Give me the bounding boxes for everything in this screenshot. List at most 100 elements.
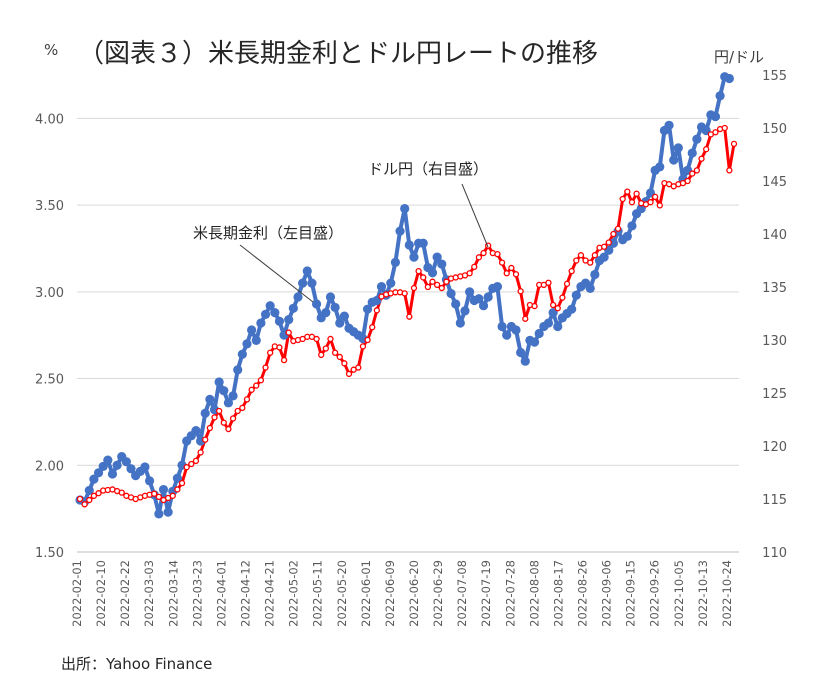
right-tick-label: 140 — [762, 228, 787, 243]
rate-data-point — [404, 240, 414, 250]
rate-data-point — [251, 335, 261, 345]
fx-data-point — [373, 307, 381, 314]
fx-data-point — [90, 492, 98, 499]
fx-data-point — [401, 290, 408, 297]
x-tick-label: 2022-10-13 — [696, 560, 710, 627]
rate-data-point — [293, 292, 303, 302]
fx-data-point — [568, 267, 575, 275]
x-tick-label: 2022-10-05 — [672, 560, 686, 627]
rate-data-point — [687, 148, 697, 158]
fx-data-point — [730, 140, 738, 148]
x-tick-label: 2022-05-20 — [335, 560, 349, 627]
fx-data-point — [359, 343, 367, 350]
fx-data-point — [234, 407, 241, 415]
rate-data-point — [121, 457, 131, 467]
left-axis-ticks: 1.50 2.00 2.50 3.00 3.50 4.00 — [35, 112, 64, 561]
rate-data-point — [502, 330, 512, 340]
rate-data-point — [390, 257, 401, 267]
fx-data-point — [693, 167, 701, 174]
fx-data-point — [633, 190, 640, 197]
fx-data-point — [313, 335, 320, 343]
left-tick-label: 1.50 — [35, 546, 64, 561]
fx-data-point — [471, 263, 478, 271]
x-axis-ticks: 2022-02-01 2022-02-10 2022-02-22 2022-03-03… — [70, 560, 734, 627]
left-tick-label: 3.50 — [35, 199, 64, 214]
fx-data-point — [76, 495, 84, 503]
rate-data-point — [437, 259, 447, 269]
right-tick-label: 150 — [762, 122, 787, 137]
rate-data-point — [84, 485, 94, 496]
rate-data-point — [529, 337, 540, 347]
rate-data-point — [432, 252, 442, 262]
fx-data-point — [647, 199, 654, 206]
fx-data-point — [424, 283, 432, 291]
fx-data-point — [494, 250, 501, 258]
fx-data-point — [466, 270, 473, 277]
left-tick-label: 4.00 — [35, 112, 64, 127]
rate-data-point — [497, 321, 507, 332]
chart-title: （図表３）米長期金利とドル円レートの推移 — [78, 39, 598, 69]
fx-data-point — [369, 324, 376, 331]
rate-data-point — [233, 365, 243, 375]
fx-data-point — [591, 252, 599, 259]
fx-data-point — [656, 202, 663, 209]
fx-data-point — [410, 284, 418, 292]
rate-data-point — [386, 278, 396, 288]
rate-data-point — [154, 509, 164, 519]
rate-data-point — [427, 268, 438, 278]
rate-data-point — [622, 231, 632, 241]
fx-data-point — [155, 493, 163, 501]
rate-data-point — [325, 292, 336, 302]
rate-data-point — [200, 408, 210, 418]
fx-data-point — [229, 415, 237, 422]
fx-data-point — [438, 284, 445, 292]
fx-data-point — [545, 279, 552, 286]
rate-data-point — [219, 386, 229, 396]
rate-data-point — [692, 134, 702, 144]
rate-data-point — [298, 278, 308, 288]
right-tick-label: 130 — [762, 334, 787, 349]
x-tick-label: 2022-02-22 — [118, 560, 132, 627]
fx-data-point — [503, 270, 510, 277]
fx-data-point — [651, 193, 659, 201]
fx-data-point — [429, 278, 436, 285]
x-tick-label: 2022-06-09 — [383, 560, 397, 627]
rate-data-point — [543, 318, 554, 328]
x-tick-label: 2022-03-23 — [190, 560, 204, 627]
fx-data-point — [253, 382, 260, 389]
rate-data-point — [465, 287, 475, 297]
fx-data-point — [239, 404, 246, 411]
rate-data-point — [223, 398, 234, 408]
x-tick-label: 2022-03-14 — [166, 560, 180, 627]
fx-data-point — [225, 425, 232, 433]
fx-data-point — [192, 457, 200, 464]
fx-data-point — [257, 377, 265, 384]
fx-annotation-leader — [461, 183, 489, 248]
fx-data-point — [721, 124, 728, 132]
rate-data-point — [673, 143, 683, 153]
rate-data-point — [270, 308, 280, 318]
fx-data-point — [341, 360, 348, 367]
left-tick-label: 3.00 — [35, 286, 64, 301]
fx-data-point — [443, 278, 450, 285]
rate-data-point — [483, 292, 493, 302]
rate-data-point — [98, 461, 108, 472]
rate-data-point — [103, 455, 113, 465]
right-tick-label: 120 — [762, 440, 787, 455]
fx-data-point — [480, 249, 487, 257]
rate-data-point — [664, 120, 674, 130]
fx-data-point — [86, 496, 93, 504]
fx-data-point — [475, 254, 483, 261]
rate-data-point — [724, 73, 734, 84]
fx-data-point — [684, 177, 691, 185]
rate-data-point — [112, 460, 122, 470]
fx-data-point — [406, 313, 413, 320]
x-tick-label: 2022-02-01 — [70, 560, 84, 627]
fx-data-point — [698, 155, 705, 162]
fx-data-point — [415, 267, 422, 275]
rate-data-point — [655, 162, 665, 172]
rate-data-point — [311, 299, 322, 309]
rate-data-point — [191, 425, 201, 436]
fx-data-point — [508, 264, 515, 272]
rate-data-point — [478, 301, 489, 311]
